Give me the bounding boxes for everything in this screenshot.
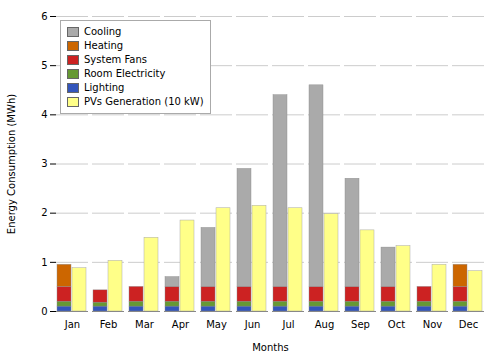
svg-text:Oct: Oct <box>388 319 405 330</box>
svg-text:May: May <box>206 319 227 330</box>
svg-text:Nov: Nov <box>423 319 443 330</box>
svg-text:5: 5 <box>41 60 47 71</box>
html-text:System Fans: System Fans <box>84 54 147 65</box>
svg-text:Energy Consumption (MWh): Energy Consumption (MWh) <box>6 94 17 234</box>
svg-text:0: 0 <box>41 306 47 317</box>
svg-text:Feb: Feb <box>100 319 118 330</box>
svg-text:1: 1 <box>41 257 47 268</box>
svg-text:4: 4 <box>41 109 47 120</box>
svg-text:Months: Months <box>252 342 289 353</box>
html-text:Cooling: Cooling <box>84 26 122 37</box>
html-text:Heating: Heating <box>84 40 124 51</box>
svg-text:Aug: Aug <box>315 319 335 330</box>
svg-text:6: 6 <box>41 11 47 22</box>
svg-text:Jan: Jan <box>64 319 80 330</box>
svg-text:2: 2 <box>41 207 47 218</box>
html-text:Room Electricity: Room Electricity <box>84 68 166 79</box>
svg-text:Sep: Sep <box>351 319 370 330</box>
svg-text:Apr: Apr <box>172 319 190 330</box>
svg-text:3: 3 <box>41 158 47 169</box>
html-text:Lighting: Lighting <box>84 82 125 93</box>
svg-text:Mar: Mar <box>135 319 155 330</box>
svg-text:Jul: Jul <box>281 319 294 330</box>
svg-text:Jun: Jun <box>244 319 261 330</box>
html-text:PVs Generation (10 kW): PVs Generation (10 kW) <box>84 96 204 107</box>
svg-text:Dec: Dec <box>459 319 478 330</box>
